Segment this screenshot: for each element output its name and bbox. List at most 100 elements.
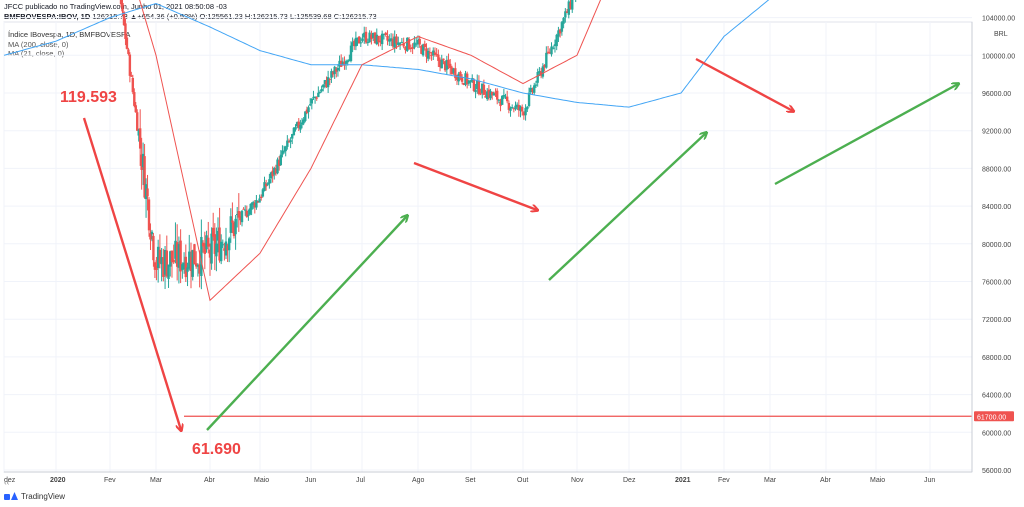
- candle-body: [294, 127, 297, 130]
- footer-brand[interactable]: TradingView: [4, 492, 65, 501]
- candle-body: [256, 201, 260, 203]
- candle-body: [517, 105, 521, 111]
- candle-body: [509, 108, 512, 111]
- candle-body: [182, 262, 186, 270]
- candle-body: [260, 196, 263, 199]
- candle-body: [558, 29, 562, 34]
- candle-body: [207, 237, 210, 247]
- candle-body: [179, 240, 182, 272]
- candle-body: [216, 230, 220, 241]
- candle-body: [266, 183, 269, 185]
- candle-body: [213, 234, 216, 254]
- plot-frame: [3, 21, 973, 473]
- candle-body: [363, 32, 366, 38]
- candle-body: [196, 265, 200, 267]
- legend-ma200[interactable]: MA (200, close, 0): [8, 39, 69, 49]
- candle-body: [486, 91, 489, 100]
- candle-body: [184, 256, 188, 278]
- candle-body: [240, 210, 244, 223]
- candle-body: [514, 105, 517, 110]
- legend-ma21[interactable]: MA (21, close, 0): [8, 49, 65, 58]
- candle-body: [289, 140, 292, 142]
- candle-body: [415, 43, 418, 45]
- candle-body: [489, 91, 492, 99]
- x-tick-label: Jun: [924, 477, 935, 484]
- candle-body: [465, 73, 469, 85]
- candle-body: [443, 61, 447, 71]
- publish-line: JFCC publicado no TradingView.com, Junho…: [4, 2, 227, 11]
- ma200-line: [3, 0, 770, 108]
- candle-body: [395, 36, 398, 44]
- candle-body: [141, 153, 145, 167]
- candle-body: [295, 122, 299, 127]
- candle-body: [331, 72, 335, 75]
- candle-body: [310, 98, 314, 104]
- candle-body: [351, 42, 354, 47]
- candle-body: [477, 80, 481, 95]
- candle-body: [172, 259, 175, 263]
- candle-body: [380, 33, 384, 45]
- candle-body: [149, 233, 152, 240]
- candle-body: [302, 119, 305, 124]
- candle-body: [175, 242, 179, 267]
- candle-body: [244, 209, 247, 211]
- candle-body: [274, 168, 278, 174]
- x-tick-label: Fev: [104, 477, 116, 484]
- x-tick-label: Abr: [820, 477, 832, 484]
- candle-body: [529, 87, 532, 93]
- time-axis: dez 2020 Fev Mar Abr Maio Jun Jul Ago Set Out Nov De…: [4, 471, 972, 484]
- candle-body: [169, 251, 172, 267]
- candle-body: [305, 109, 309, 113]
- candle-body: [170, 250, 174, 263]
- candle-body: [447, 59, 450, 66]
- y-tick-label: 104000.00: [982, 16, 1015, 23]
- candle-body: [388, 39, 391, 42]
- candle-body: [449, 63, 452, 69]
- candle-body: [440, 59, 443, 69]
- candle-body: [492, 93, 496, 96]
- x-tick-label: Fev: [718, 477, 730, 484]
- candle-body: [538, 71, 541, 73]
- candle-body: [421, 44, 425, 56]
- candle-body: [250, 203, 253, 210]
- candle-body: [163, 249, 167, 275]
- candle-body: [524, 107, 527, 116]
- candle-body: [377, 35, 380, 42]
- x-tick-label: Out: [517, 477, 528, 484]
- candle-body: [515, 104, 519, 108]
- candle-body: [304, 111, 307, 121]
- y-tick-label: 92000.00: [982, 129, 1011, 136]
- candle-body: [382, 33, 386, 35]
- scroll-left-icon[interactable]: ‹‹: [4, 478, 10, 487]
- brand-text: TradingView: [21, 492, 66, 501]
- candle-body: [464, 73, 467, 85]
- candle-body: [231, 220, 234, 223]
- candle-body: [312, 96, 315, 98]
- candle-body: [469, 80, 472, 83]
- candle-body: [143, 156, 146, 198]
- candle-body: [277, 160, 281, 166]
- candle-body: [344, 61, 348, 64]
- candle-body: [402, 43, 405, 47]
- candle-body: [386, 35, 389, 41]
- candle-body: [491, 91, 494, 96]
- candle-body: [140, 154, 143, 170]
- y-tick-label: 56000.00: [982, 468, 1011, 475]
- candle-body: [375, 34, 378, 45]
- candle-body: [397, 42, 400, 45]
- candle-body: [479, 93, 482, 95]
- candle-body: [484, 95, 487, 98]
- candle-body: [373, 32, 377, 44]
- candle-body: [236, 214, 239, 216]
- candle-body: [153, 262, 157, 270]
- candle-body: [124, 23, 127, 39]
- candle-body: [400, 41, 404, 43]
- ohlc-values: 126215.73 ▲+654.36 (+0.52%) O:125561.23 …: [92, 12, 377, 21]
- candle-body: [317, 92, 320, 98]
- candle-body: [398, 43, 402, 45]
- candle-body: [372, 32, 375, 38]
- candle-body: [494, 92, 497, 94]
- candle-body: [210, 233, 213, 264]
- arrow-correction-1: [413, 161, 537, 210]
